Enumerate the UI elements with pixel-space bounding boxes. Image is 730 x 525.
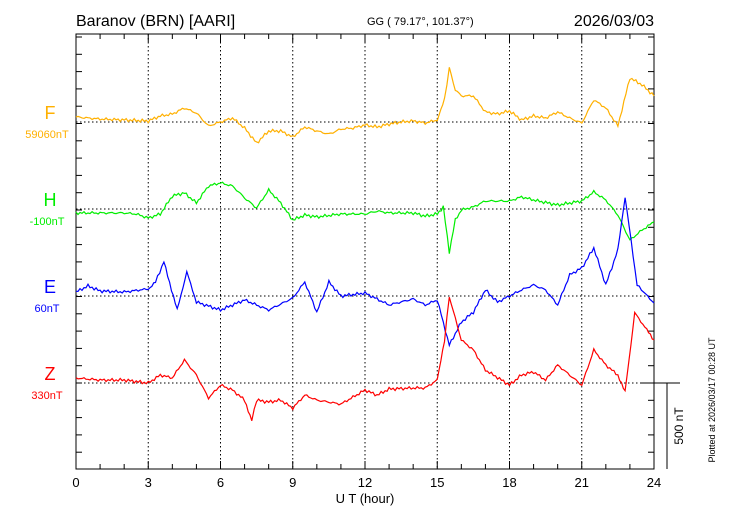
chart-date: 2026/03/03	[574, 13, 654, 30]
baseline-label-z: 330nT	[31, 390, 62, 402]
x-tick-label: 18	[502, 475, 516, 490]
x-tick-label: 3	[145, 475, 152, 490]
x-axis-label: U T (hour)	[336, 491, 395, 506]
series-group	[75, 67, 655, 421]
x-tick-label: 21	[575, 475, 589, 490]
series-line-e	[75, 197, 655, 348]
baseline-label-f: 59060nT	[25, 129, 69, 141]
series-name-f: F	[45, 103, 56, 123]
x-tick-label: 9	[289, 475, 296, 490]
x-tick-label: 6	[217, 475, 224, 490]
series-line-z	[75, 297, 655, 421]
series-name-h: H	[44, 190, 57, 210]
plotted-timestamp: Plotted at 2026/03/17 00:28 UT	[707, 337, 717, 463]
scale-bar-label: 500 nT	[672, 407, 686, 445]
series-line-h	[75, 181, 655, 254]
series-line-f	[75, 67, 655, 144]
chart-title: Baranov (BRN) [AARI]	[76, 13, 235, 30]
baseline-label-h: -100nT	[30, 216, 65, 228]
grid	[76, 34, 654, 469]
series-name-e: E	[44, 277, 56, 297]
x-tick-label: 15	[430, 475, 444, 490]
axes: 0 3 6 9 12 15 18 21 24	[72, 33, 661, 490]
x-tick-label: 0	[72, 475, 79, 490]
baseline-label-e: 60nT	[34, 303, 59, 315]
x-tick-label: 24	[647, 475, 661, 490]
series-labels: F 59060nT H -100nT E 60nT Z 330nT	[25, 103, 69, 402]
scale-bar: 500 nT	[640, 382, 686, 469]
station-coords: GG ( 79.17°, 101.37°)	[367, 16, 474, 28]
series-name-z: Z	[45, 364, 56, 384]
x-tick-label: 12	[358, 475, 372, 490]
